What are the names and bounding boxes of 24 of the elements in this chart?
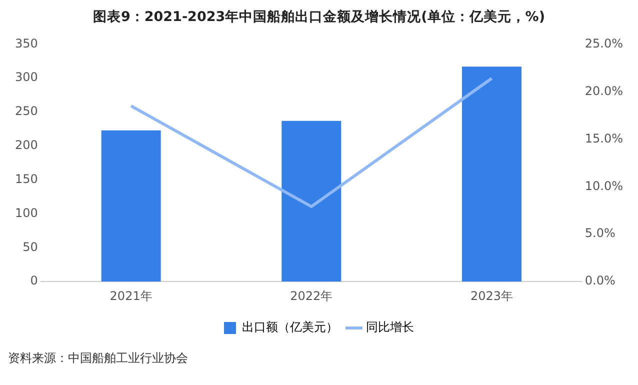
y-tick-label: 350 [15,36,38,50]
y2-tick-label: 15.0% [584,131,624,146]
bar [462,66,522,282]
y2-tick-label: 10.0% [584,178,624,193]
legend-label: 出口额（亿美元） [242,320,338,334]
text: 资料来源：中国船舶工业行业协会 [8,350,189,367]
y-tick-label: 50 [22,240,38,254]
y2-tick-label: 5.0% [584,226,616,240]
x-tick-label: 2023年 [470,288,513,303]
y-tick-label: 150 [15,172,38,186]
legend-label: 同比增长 [366,320,414,334]
y2-tick-label: 0.0% [584,274,616,288]
y-tick-label: 100 [15,206,38,220]
y-tick-label: 0 [30,274,38,288]
y-tick-label: 200 [15,138,38,152]
chart-title: 图表9：2021-2023年中国船舶出口金额及增长情况(单位：亿美元，%) [92,8,546,26]
bar [101,130,161,282]
x-tick-label: 2022年 [290,288,333,303]
y2-tick-label: 20.0% [584,84,624,98]
y-tick-label: 300 [15,70,38,84]
bar [282,120,342,282]
x-tick-label: 2021年 [110,288,152,303]
y2-tick-label: 25.0% [584,36,624,50]
y-tick-label: 250 [15,104,38,118]
